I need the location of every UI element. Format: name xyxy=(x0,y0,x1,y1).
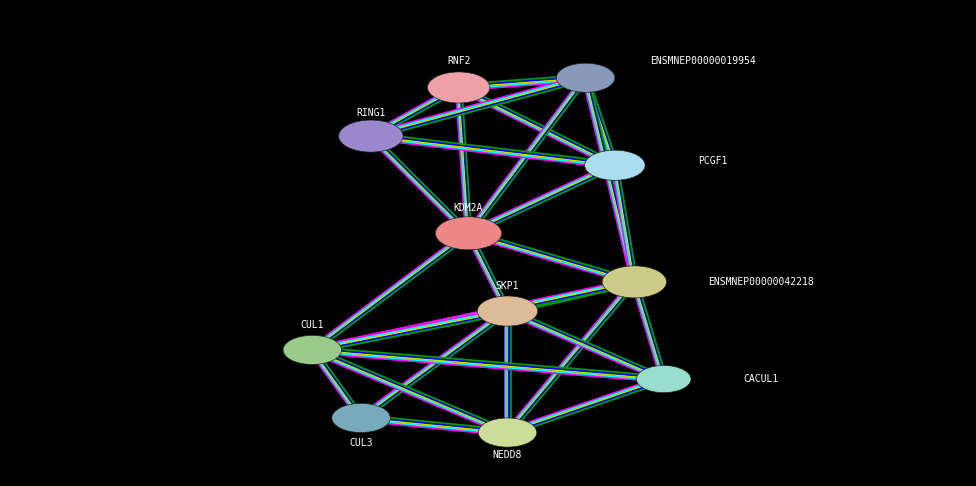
Text: PCGF1: PCGF1 xyxy=(698,156,727,166)
Text: CACUL1: CACUL1 xyxy=(744,374,779,384)
Text: RING1: RING1 xyxy=(356,108,386,118)
Circle shape xyxy=(602,266,667,298)
Text: KDM2A: KDM2A xyxy=(454,203,483,213)
Text: NEDD8: NEDD8 xyxy=(493,450,522,460)
Circle shape xyxy=(477,296,538,326)
Text: ENSMNEP00000019954: ENSMNEP00000019954 xyxy=(650,56,755,66)
Circle shape xyxy=(556,63,615,92)
Circle shape xyxy=(332,403,390,433)
Circle shape xyxy=(427,72,490,103)
Circle shape xyxy=(585,150,645,180)
Text: RNF2: RNF2 xyxy=(447,56,470,66)
Text: SKP1: SKP1 xyxy=(496,281,519,291)
Circle shape xyxy=(435,217,502,250)
Circle shape xyxy=(339,120,403,152)
Circle shape xyxy=(636,365,691,393)
Circle shape xyxy=(478,418,537,447)
Text: CUL3: CUL3 xyxy=(349,438,373,448)
Text: CUL1: CUL1 xyxy=(301,320,324,330)
Circle shape xyxy=(283,335,342,364)
Text: ENSMNEP00000042218: ENSMNEP00000042218 xyxy=(709,277,814,287)
